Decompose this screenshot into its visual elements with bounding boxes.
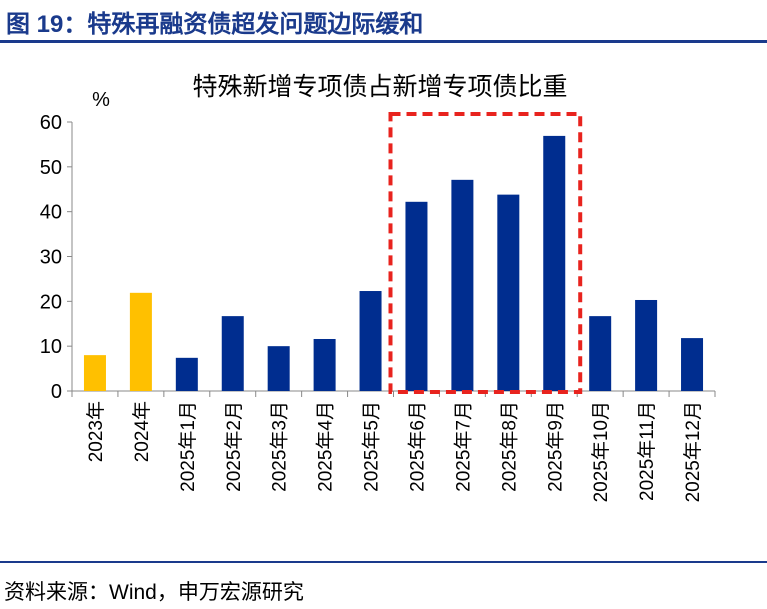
y-tick-label: 10 [40,336,62,358]
x-tick-label: 2025年2月 [223,401,245,492]
bar-chart: 特殊新增专项债占新增专项债比重 % 0 10 20 30 40 50 60 2023年 2024… [40,73,716,502]
y-tick-label: 50 [40,157,62,179]
bar-2025年9月 [543,135,566,391]
x-tick-label: 2025年4月 [315,401,337,492]
bottom-rule [0,561,767,563]
figure-title: 图 19：特殊再融资债超发问题边际缓和 [6,11,424,38]
bar-2025年10月 [589,316,612,391]
bar-2025年2月 [221,316,244,391]
y-axis-unit: % [92,89,110,111]
bar-2024年 [129,292,152,391]
x-tick-label: 2025年7月 [452,401,474,492]
chart-title: 特殊新增专项债占新增专项债比重 [192,73,567,101]
bar-2023年 [83,355,106,391]
x-tick-label: 2025年3月 [269,401,291,492]
bar-2025年1月 [175,357,198,391]
x-tick-label: 2025年1月 [177,401,199,492]
x-tick-label: 2025年8月 [498,401,520,492]
y-tick-label: 0 [51,381,62,403]
bar-2025年5月 [359,291,382,391]
x-tick-label: 2025年10月 [590,401,612,502]
y-tick-label: 30 [40,247,62,269]
highlight-box [388,112,583,394]
y-tick-label: 20 [40,291,62,313]
x-tick-label: 2025年12月 [682,401,704,502]
y-tick-label: 40 [40,202,62,224]
bar-2025年3月 [267,346,290,391]
y-tick-label: 60 [40,112,62,134]
bar-2025年12月 [681,338,704,391]
x-tick-label: 2024年 [131,401,153,462]
x-tick-label: 2025年11月 [636,401,658,501]
source-note: 资料来源：Wind，申万宏源研究 [4,581,304,604]
bar-2025年6月 [405,201,428,391]
bar-2025年7月 [451,179,474,391]
bar-2025年11月 [635,299,658,391]
x-tick-label: 2023年 [85,401,107,462]
x-tick-label: 2025年5月 [361,401,383,492]
top-rule [0,40,767,43]
bar-2025年4月 [313,338,336,391]
x-tick-label: 2025年6月 [406,401,428,492]
bar-2025年8月 [497,194,520,391]
x-tick-label: 2025年9月 [544,401,566,492]
